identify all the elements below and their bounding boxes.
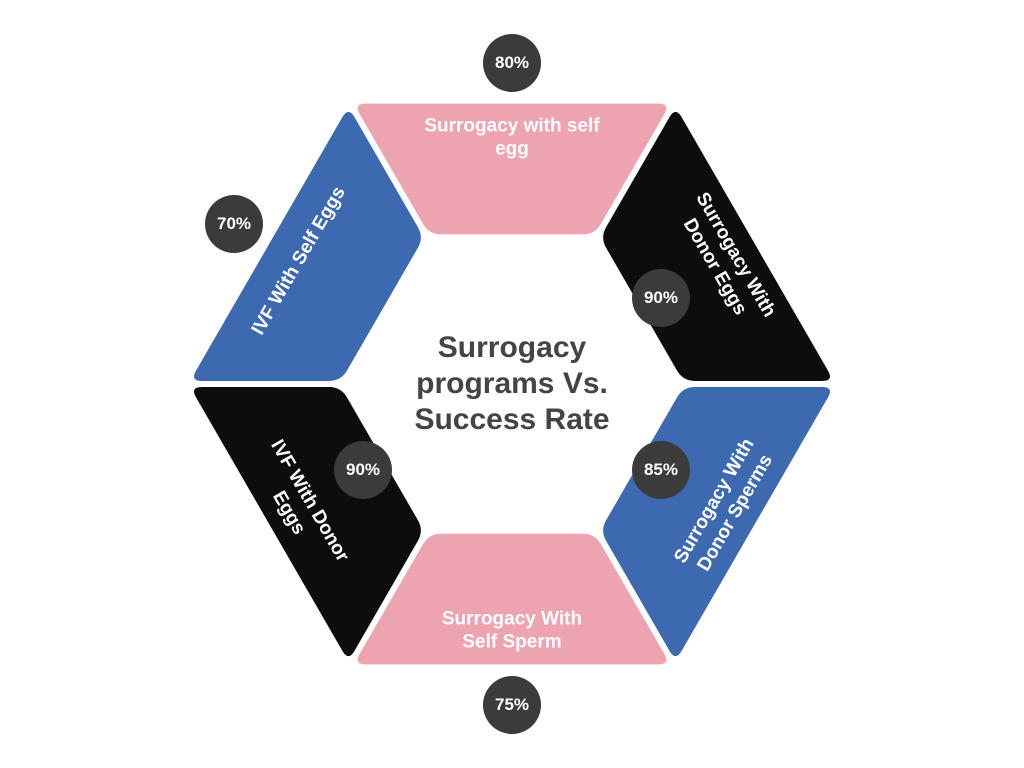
badge-3: 75% <box>483 676 541 734</box>
segment-label-0: Surrogacy with self egg <box>422 114 602 162</box>
badge-4: 90% <box>334 441 392 499</box>
badge-1: 90% <box>632 269 690 327</box>
hexagon-infographic: Surrogacy with self eggSurrogacy With Do… <box>167 39 857 729</box>
badge-2: 85% <box>632 441 690 499</box>
badge-0: 80% <box>483 34 541 92</box>
center-title: Surrogacy programs Vs. Success Rate <box>372 330 652 438</box>
segment-label-3: Surrogacy With Self Sperm <box>422 607 602 655</box>
badge-5: 70% <box>205 195 263 253</box>
